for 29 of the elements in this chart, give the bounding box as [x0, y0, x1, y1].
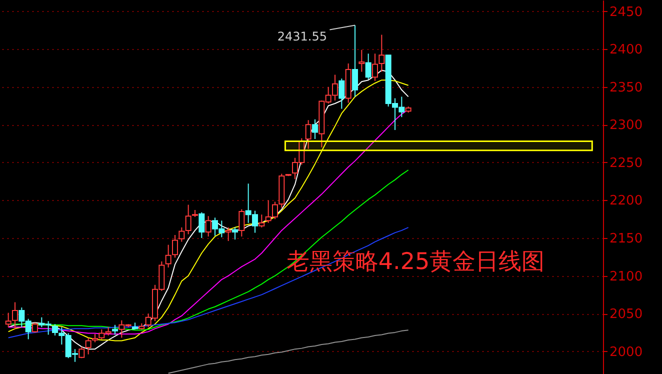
- y-tick-label: 2450: [610, 4, 643, 20]
- candlestick: [198, 212, 205, 238]
- candlestick: [365, 53, 372, 80]
- y-tick-label: 2400: [610, 42, 643, 58]
- y-tick-label: 2050: [610, 307, 643, 322]
- candlestick: [238, 208, 245, 237]
- y-tick-label: 2100: [610, 269, 643, 284]
- candlestick: [112, 324, 118, 336]
- candlestick: [165, 244, 172, 268]
- y-tick-label: 2350: [610, 80, 643, 96]
- y-tick-label: 2000: [610, 344, 643, 360]
- candlestick: [205, 216, 212, 237]
- candlestick: [32, 322, 38, 333]
- y-tick-label: 2150: [610, 232, 643, 246]
- candlestick: [225, 226, 232, 242]
- annotation: 2431.55: [277, 29, 327, 44]
- candlestick: [305, 120, 312, 150]
- line-series: [168, 330, 409, 374]
- y-tick-label: 2250: [610, 156, 643, 171]
- candlestick: [172, 234, 178, 258]
- y-tick-label: 2300: [610, 118, 643, 134]
- candlestick: [258, 214, 265, 228]
- candlestick: [312, 118, 318, 140]
- candlestick: [232, 226, 238, 240]
- y-tick-label: 2200: [610, 194, 643, 209]
- candlestick: [85, 337, 92, 355]
- candlestick: [358, 49, 365, 72]
- candlestick: [338, 78, 345, 110]
- candlestick: [352, 24, 358, 98]
